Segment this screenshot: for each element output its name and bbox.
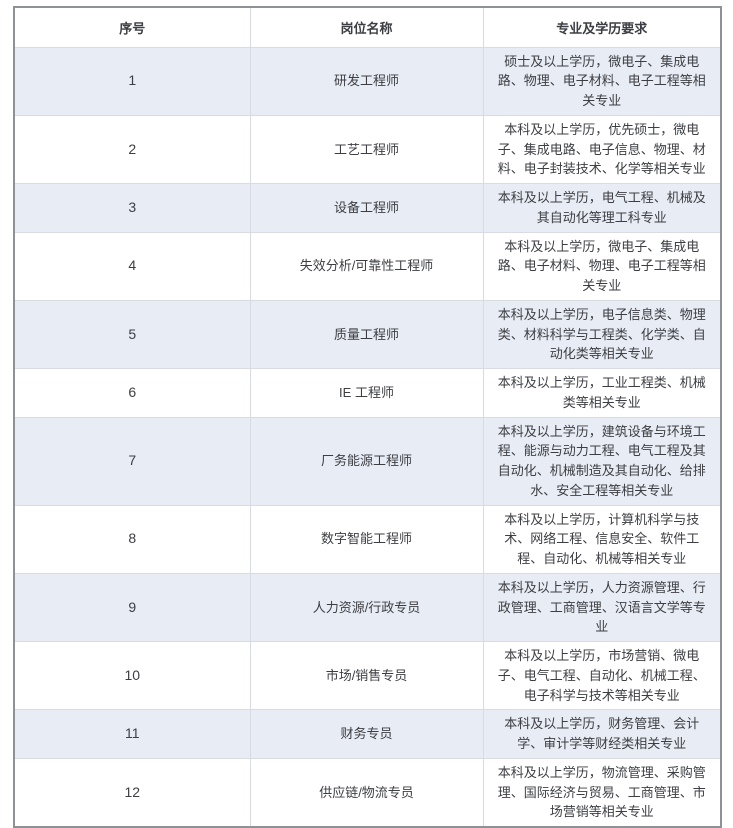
cell-requirements: 本科及以上学历，电气工程、机械及其自动化等理工科专业 (482, 183, 722, 233)
cell-serial: 1 (13, 46, 251, 116)
cell-requirements: 本科及以上学历，电子信息类、物理类、材料科学与工程类、化学类、自动化类等相关专业 (482, 299, 722, 370)
table-row: 9 人力资源/行政专员 本科及以上学历，人力资源管理、行政管理、工商管理、汉语言文学… (13, 572, 722, 643)
cell-requirements: 本科及以上学历，工业工程类、机械类等相关专业 (482, 368, 722, 418)
column-header-serial: 序号 (13, 6, 251, 48)
header-row: 序号 岗位名称 专业及学历要求 (13, 6, 722, 48)
cell-serial: 3 (13, 183, 251, 233)
table-row: 3 设备工程师 本科及以上学历，电气工程、机械及其自动化等理工科专业 (13, 183, 722, 233)
cell-requirements: 本科及以上学历，财务管理、会计学、审计学等财经类相关专业 (482, 709, 722, 759)
cell-position: 数字智能工程师 (249, 504, 484, 574)
column-header-position: 岗位名称 (249, 6, 484, 48)
table-row: 11 财务专员 本科及以上学历，财务管理、会计学、审计学等财经类相关专业 (13, 709, 722, 759)
table-row: 12 供应链/物流专员 本科及以上学历，物流管理、采购管理、国际经济与贸易、工商管理… (13, 757, 722, 828)
cell-position: 厂务能源工程师 (249, 416, 484, 506)
cell-serial: 5 (13, 299, 251, 370)
cell-position: 失效分析/可靠性工程师 (249, 231, 484, 301)
table-row: 7 厂务能源工程师 本科及以上学历，建筑设备与环境工程、能源与动力工程、电气工程及其… (13, 416, 722, 506)
cell-position: 供应链/物流专员 (249, 757, 484, 828)
column-header-requirements: 专业及学历要求 (482, 6, 722, 48)
cell-position: 质量工程师 (249, 299, 484, 370)
cell-requirements: 本科及以上学历，市场营销、微电子、电气工程、自动化、机械工程、电子科学与技术等相… (482, 640, 722, 711)
cell-requirements: 本科及以上学历，优先硕士，微电子、集成电路、电子信息、物理、材料、电子封装技术、… (482, 114, 722, 185)
cell-serial: 8 (13, 504, 251, 574)
cell-serial: 7 (13, 416, 251, 506)
job-positions-table: 序号 岗位名称 专业及学历要求 1 研发工程师 硕士及以上学历，微电子、集成电路、物… (13, 6, 722, 828)
table-row: 2 工艺工程师 本科及以上学历，优先硕士，微电子、集成电路、电子信息、物理、材料、电… (13, 114, 722, 185)
table-row: 8 数字智能工程师 本科及以上学历，计算机科学与技术、网络工程、信息安全、软件工程、… (13, 504, 722, 574)
cell-position: 人力资源/行政专员 (249, 572, 484, 643)
cell-serial: 11 (13, 709, 251, 759)
cell-requirements: 本科及以上学历，建筑设备与环境工程、能源与动力工程、电气工程及其自动化、机械制造… (482, 416, 722, 506)
table-header: 序号 岗位名称 专业及学历要求 (13, 6, 722, 48)
cell-requirements: 本科及以上学历，物流管理、采购管理、国际经济与贸易、工商管理、市场营销等相关专业 (482, 757, 722, 828)
cell-serial: 6 (13, 368, 251, 418)
table-row: 5 质量工程师 本科及以上学历，电子信息类、物理类、材料科学与工程类、化学类、自动化… (13, 299, 722, 370)
cell-position: 财务专员 (249, 709, 484, 759)
page: 序号 岗位名称 专业及学历要求 1 研发工程师 硕士及以上学历，微电子、集成电路、物… (13, 6, 722, 828)
cell-serial: 10 (13, 640, 251, 711)
cell-position: 市场/销售专员 (249, 640, 484, 711)
cell-serial: 9 (13, 572, 251, 643)
cell-serial: 12 (13, 757, 251, 828)
cell-position: 研发工程师 (249, 46, 484, 116)
cell-requirements: 本科及以上学历，人力资源管理、行政管理、工商管理、汉语言文学等专业 (482, 572, 722, 643)
cell-serial: 4 (13, 231, 251, 301)
table-row: 10 市场/销售专员 本科及以上学历，市场营销、微电子、电气工程、自动化、机械工程、… (13, 640, 722, 711)
table-row: 1 研发工程师 硕士及以上学历，微电子、集成电路、物理、电子材料、电子工程等相关专业 (13, 46, 722, 116)
cell-serial: 2 (13, 114, 251, 185)
job-table-body: 1 研发工程师 硕士及以上学历，微电子、集成电路、物理、电子材料、电子工程等相关专业… (13, 46, 722, 828)
cell-requirements: 本科及以上学历，微电子、集成电路、电子材料、物理、电子工程等相关专业 (482, 231, 722, 301)
cell-position: 设备工程师 (249, 183, 484, 233)
table-row: 6 IE 工程师 本科及以上学历，工业工程类、机械类等相关专业 (13, 368, 722, 418)
cell-requirements: 本科及以上学历，计算机科学与技术、网络工程、信息安全、软件工程、自动化、机械等相… (482, 504, 722, 574)
cell-position: 工艺工程师 (249, 114, 484, 185)
cell-position: IE 工程师 (249, 368, 484, 418)
table-row: 4 失效分析/可靠性工程师 本科及以上学历，微电子、集成电路、电子材料、物理、电子工… (13, 231, 722, 301)
cell-requirements: 硕士及以上学历，微电子、集成电路、物理、电子材料、电子工程等相关专业 (482, 46, 722, 116)
